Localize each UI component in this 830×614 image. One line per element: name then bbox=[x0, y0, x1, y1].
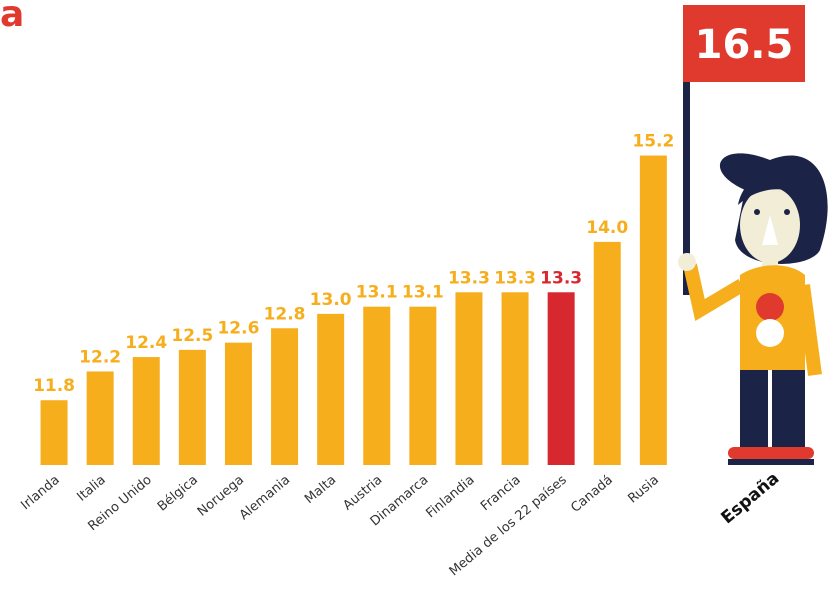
bar bbox=[87, 371, 114, 465]
bar bbox=[317, 314, 344, 465]
value-label: 13.1 bbox=[402, 283, 444, 303]
bar bbox=[271, 328, 298, 465]
bar bbox=[502, 292, 529, 465]
bar bbox=[133, 357, 160, 465]
value-label: 14.0 bbox=[586, 218, 628, 238]
x-tick-label: Malta bbox=[302, 473, 339, 508]
value-label: 12.4 bbox=[125, 333, 167, 353]
bar bbox=[41, 400, 68, 465]
value-label: 13.1 bbox=[356, 283, 398, 303]
chart: a 11.8Irlanda12.2Italia12.4Reino Unido12… bbox=[0, 0, 830, 614]
value-label: 12.2 bbox=[79, 347, 121, 367]
value-label: 13.3 bbox=[494, 268, 536, 288]
x-tick-label: Italia bbox=[74, 473, 108, 505]
value-label: 13.0 bbox=[310, 290, 352, 310]
bar bbox=[594, 242, 621, 465]
chart-title: a bbox=[0, 0, 24, 35]
illustration bbox=[678, 80, 828, 465]
highlight-value: 16.5 bbox=[695, 22, 794, 68]
bar bbox=[409, 307, 436, 465]
bar bbox=[225, 343, 252, 465]
value-label: 11.8 bbox=[33, 376, 75, 396]
x-tick-label: Canadá bbox=[568, 473, 616, 516]
bar bbox=[363, 307, 390, 465]
x-tick-label: Rusia bbox=[625, 473, 661, 507]
bar bbox=[455, 292, 482, 465]
x-tick-label: Finlandia bbox=[423, 473, 477, 522]
x-tick-label: Austria bbox=[340, 473, 385, 514]
value-label: 13.3 bbox=[540, 268, 582, 288]
x-tick-label: Irlanda bbox=[18, 473, 62, 514]
bar bbox=[179, 350, 206, 465]
value-label: 12.8 bbox=[264, 304, 306, 324]
value-label: 13.3 bbox=[448, 268, 490, 288]
bar bbox=[548, 292, 575, 465]
value-label: 15.2 bbox=[632, 132, 674, 152]
bar bbox=[640, 156, 667, 465]
highlight-label: España bbox=[718, 469, 784, 529]
value-label: 12.6 bbox=[217, 319, 259, 339]
x-tick-label: Alemania bbox=[237, 473, 293, 524]
value-label: 12.5 bbox=[171, 326, 213, 346]
